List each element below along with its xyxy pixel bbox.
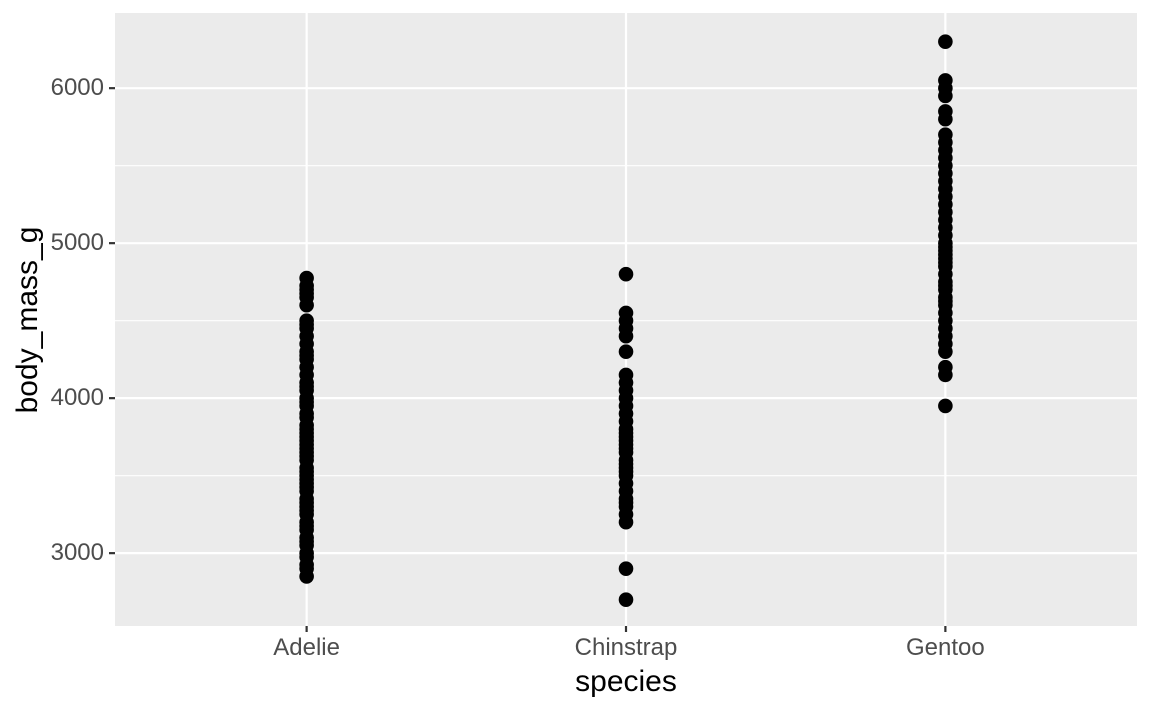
data-point-chinstrap [618,266,634,282]
x-axis-title: species [575,665,677,698]
data-point-gentoo [938,127,953,142]
y-tick-label: 4000 [50,384,104,412]
data-point-adelie [299,270,314,286]
data-point-chinstrap [618,367,634,383]
y-tick-label: 5000 [50,229,104,257]
data-point-gentoo [938,398,953,414]
y-axis-title: body_mass_g [11,226,44,414]
data-point-chinstrap [618,561,634,576]
data-point-chinstrap [618,344,634,359]
x-tick-label-gentoo: Gentoo [906,634,985,661]
data-point-gentoo [938,359,953,375]
y-tick-label: 6000 [50,74,104,102]
data-point-chinstrap [618,592,634,607]
x-tick-label-chinstrap: Chinstrap [574,634,678,661]
data-point-gentoo [938,73,953,88]
y-tick-label: 3000 [50,539,104,567]
data-point-adelie [299,313,314,328]
data-point-chinstrap [618,305,634,321]
data-point-gentoo [938,34,953,49]
data-point-gentoo [938,104,953,119]
x-tick-label-adelie: Adelie [273,634,340,661]
